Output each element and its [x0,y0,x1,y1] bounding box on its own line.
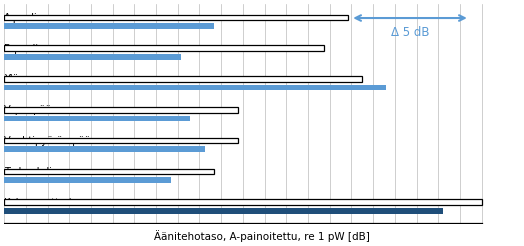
Bar [4,177,171,183]
Bar [4,169,214,174]
Text: Koko moottori: Koko moottori [4,198,72,208]
Text: A-puoli: A-puoli [4,13,38,23]
X-axis label: Äänitehotaso, A-painoitettu, re 1 pW [dB]: Äänitehotaso, A-painoitettu, re 1 pW [dB… [154,230,370,242]
Bar [4,146,205,152]
Bar [4,76,362,82]
Text: Vapaapää: Vapaapää [4,105,52,115]
Bar [4,116,190,121]
Bar [4,200,482,205]
Bar [4,46,324,51]
Bar [4,208,443,214]
Bar [4,138,238,143]
Bar [4,85,386,90]
Text: Turboahdin: Turboahdin [4,167,58,177]
Bar [4,15,348,20]
Text: B-puoli: B-puoli [4,44,38,54]
Text: Yläosa: Yläosa [4,74,36,84]
Bar [4,54,181,60]
Text: Vauhtipyörän pää: Vauhtipyörän pää [4,136,91,146]
Bar [4,23,214,29]
Bar [4,107,238,113]
Text: Δ 5 dB: Δ 5 dB [391,26,429,39]
